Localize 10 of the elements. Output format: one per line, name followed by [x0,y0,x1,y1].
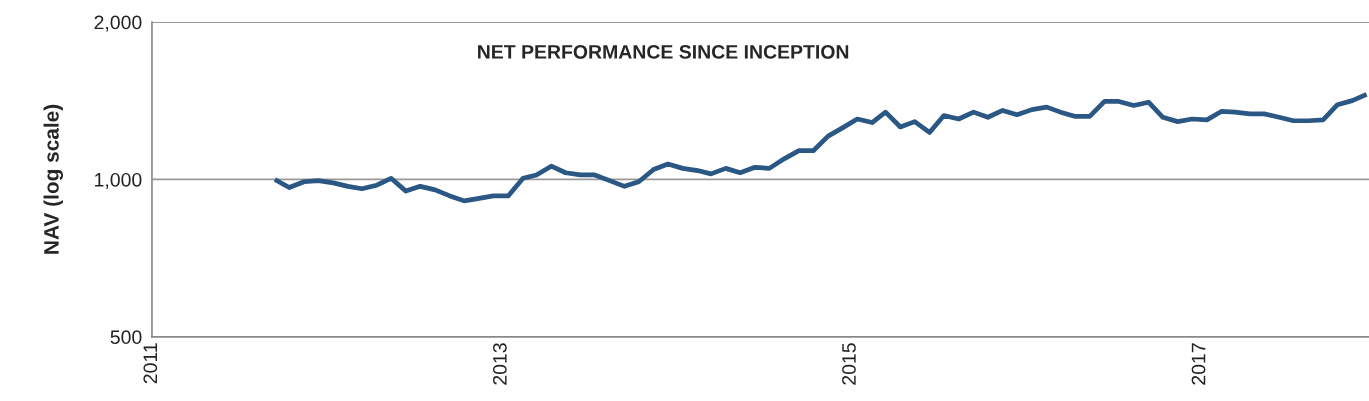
x-tick-label: 2011 [143,343,158,384]
text: NET PERFORMANCE SINCE INCEPTION [478,44,849,59]
y-tick-label: 500 [110,330,142,345]
line-series [272,91,1369,204]
y-axis-title: NAV (log scale) [43,104,64,254]
x-tick-label: 2013 [492,343,507,385]
y-tick-label: 1,000 [95,172,142,189]
x-tick-label: 2015 [842,343,856,385]
x-tick-label: 2017 [1191,343,1206,385]
y-tick-label: 2,000 [94,15,142,32]
